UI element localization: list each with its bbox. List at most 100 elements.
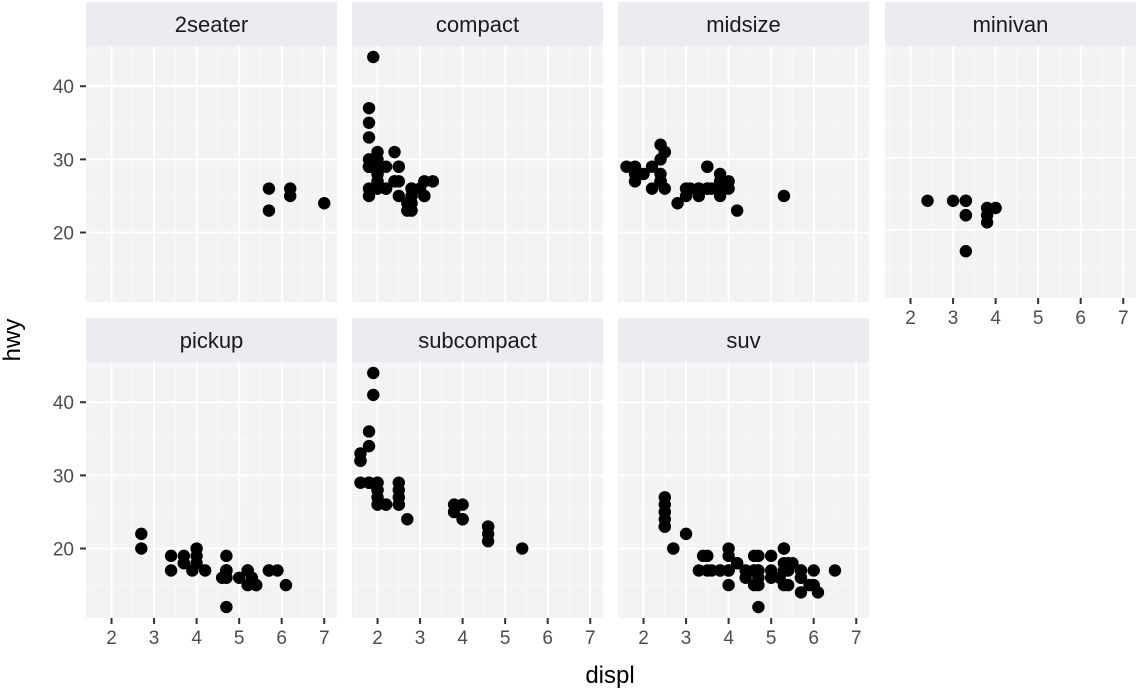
x-tick-label: 2	[638, 628, 649, 649]
x-tick-label: 6	[1075, 308, 1086, 329]
data-point	[701, 160, 714, 173]
data-point	[220, 549, 233, 563]
x-axis-title: displ	[585, 662, 634, 689]
data-point	[367, 366, 380, 380]
data-point	[777, 564, 791, 577]
data-point	[730, 204, 744, 217]
x-tick-label: 3	[415, 628, 426, 649]
data-point	[828, 564, 842, 577]
data-point	[658, 520, 671, 533]
y-axis-title: hwy	[0, 319, 26, 362]
data-point	[921, 194, 934, 207]
data-point	[794, 571, 808, 584]
data-point	[164, 549, 178, 563]
data-point	[959, 209, 973, 222]
x-tick-label: 6	[276, 628, 287, 649]
data-point	[401, 197, 414, 210]
data-point	[354, 476, 367, 489]
data-point	[722, 564, 735, 577]
panel-background	[86, 46, 337, 302]
data-point	[318, 197, 331, 210]
data-point	[959, 194, 973, 207]
x-tick-label: 3	[149, 628, 160, 649]
facet-panels: 2seater compact midsize minivan pickup subcom…	[86, 2, 1136, 618]
data-point	[764, 549, 778, 563]
data-point	[764, 564, 778, 577]
x-tick-label: 5	[1033, 308, 1044, 329]
data-point	[232, 571, 246, 584]
x-tick-label: 4	[191, 628, 202, 649]
x-tick-label: 7	[851, 628, 862, 649]
data-point	[658, 145, 671, 159]
facet-panel-minivan: minivan	[885, 2, 1136, 298]
data-point	[392, 160, 405, 173]
data-point	[262, 564, 276, 577]
data-point	[279, 578, 293, 592]
y-tick-label: 40	[53, 393, 74, 414]
data-point	[135, 542, 148, 555]
strip-background	[86, 318, 337, 362]
data-point	[456, 498, 469, 511]
data-point	[739, 571, 752, 584]
data-point	[701, 182, 714, 195]
data-point	[379, 182, 393, 195]
data-point	[367, 50, 380, 64]
strip-background	[618, 318, 869, 362]
strip-label: suv	[726, 328, 760, 353]
data-point	[271, 564, 284, 577]
data-point	[794, 586, 808, 599]
strip-label: midsize	[706, 12, 781, 37]
strip-background	[86, 2, 337, 46]
panel-background	[885, 46, 1136, 298]
data-point	[413, 182, 427, 195]
axes: 20 30 40 2 3 4 5 6 7 20 30 40 2 3 4 5 6 7 2 3 4 5 6 7 2 3 4 5 6 7	[53, 77, 1129, 649]
data-point	[362, 116, 376, 129]
data-point	[980, 201, 994, 215]
facet-panel-suv: suv	[618, 318, 869, 618]
panel-background	[352, 46, 603, 302]
data-point	[262, 182, 276, 195]
data-point	[362, 101, 376, 115]
data-point	[781, 578, 795, 592]
x-tick-label: 5	[766, 628, 777, 649]
data-point	[362, 425, 376, 438]
y-tick-label: 20	[53, 540, 74, 561]
data-point	[777, 189, 791, 203]
data-point	[747, 578, 761, 592]
x-tick-label: 3	[948, 308, 959, 329]
data-point	[426, 175, 440, 188]
y-tick-label: 40	[53, 77, 74, 98]
data-point	[807, 564, 820, 577]
x-tick-label: 5	[234, 628, 245, 649]
data-point	[262, 204, 276, 217]
data-point	[379, 160, 393, 173]
data-point	[946, 194, 960, 207]
data-point	[481, 520, 495, 533]
data-point	[249, 578, 263, 592]
data-point	[362, 131, 376, 144]
data-point	[362, 153, 376, 166]
data-point	[671, 197, 684, 210]
data-point	[135, 527, 148, 541]
x-tick-label: 2	[106, 628, 117, 649]
x-tick-label: 5	[500, 628, 511, 649]
strip-label: minivan	[973, 12, 1049, 37]
data-point	[447, 505, 461, 519]
strip-background	[885, 2, 1136, 46]
data-point	[722, 578, 735, 592]
data-point	[811, 586, 825, 599]
facet-panel-midsize: midsize	[618, 2, 869, 302]
data-point	[692, 564, 706, 577]
data-point	[713, 182, 727, 195]
data-point	[362, 189, 376, 203]
data-point	[388, 145, 401, 159]
y-tick-label: 20	[53, 224, 74, 245]
data-point	[658, 182, 671, 195]
data-point	[747, 549, 761, 563]
strip-background	[352, 318, 603, 362]
x-tick-label: 6	[808, 628, 819, 649]
x-tick-label: 7	[1118, 308, 1129, 329]
data-point	[667, 542, 680, 555]
data-point	[354, 454, 367, 467]
data-point	[371, 483, 384, 497]
